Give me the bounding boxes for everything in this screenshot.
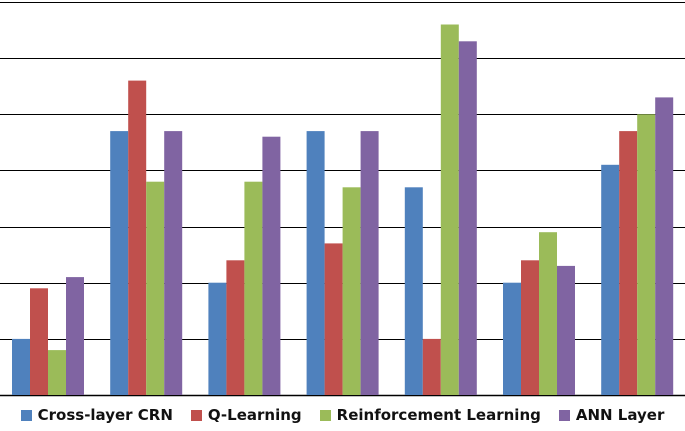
- bars: [12, 24, 674, 396]
- legend-item-ann-layer: ANN Layer: [558, 406, 665, 424]
- bar-q-learning-group-7: [619, 131, 638, 395]
- legend-label: Reinforcement Learning: [336, 406, 541, 424]
- bar-cross-layer-crn-group-1: [12, 338, 30, 395]
- bar-cross-layer-crn-group-3: [208, 282, 227, 395]
- bar-q-learning-group-1: [30, 288, 48, 395]
- legend-item-cross-layer-crn: Cross-layer CRN: [20, 406, 173, 424]
- legend: Cross-layer CRN Q-Learning Reinforcement…: [0, 403, 685, 427]
- bar-reinforcement-learning-group-4: [342, 187, 361, 395]
- bar-ann-layer-group-1: [66, 277, 84, 395]
- bar-reinforcement-learning-group-5: [440, 24, 459, 395]
- bar-q-learning-group-2: [128, 80, 147, 395]
- bar-cross-layer-crn-group-6: [503, 282, 521, 395]
- legend-label: ANN Layer: [575, 406, 665, 424]
- legend-swatch: [319, 409, 331, 421]
- legend-swatch: [558, 409, 570, 421]
- bar-cross-layer-crn-group-4: [306, 131, 325, 395]
- bar-q-learning-group-6: [521, 260, 539, 395]
- bar-ann-layer-group-5: [458, 41, 477, 396]
- bar-reinforcement-learning-group-2: [146, 181, 165, 395]
- bar-ann-layer-group-3: [262, 136, 281, 395]
- bar-ann-layer-group-7: [655, 97, 674, 396]
- legend-label: Q-Learning: [207, 406, 302, 424]
- bar-ann-layer-group-6: [557, 265, 575, 395]
- bar-reinforcement-learning-group-1: [48, 350, 66, 395]
- bar-q-learning-group-3: [226, 260, 245, 395]
- bar-cross-layer-crn-group-7: [601, 164, 620, 395]
- bar-cross-layer-crn-group-5: [404, 187, 423, 395]
- legend-label: Cross-layer CRN: [37, 406, 173, 424]
- bar-ann-layer-group-2: [164, 131, 183, 395]
- legend-item-q-learning: Q-Learning: [190, 406, 302, 424]
- bar-reinforcement-learning-group-3: [244, 181, 263, 395]
- bar-q-learning-group-5: [422, 338, 441, 395]
- bar-cross-layer-crn-group-2: [110, 131, 129, 395]
- legend-item-reinforcement-learning: Reinforcement Learning: [319, 406, 541, 424]
- bar-reinforcement-learning-group-6: [539, 232, 557, 395]
- bar-reinforcement-learning-group-7: [637, 114, 656, 396]
- bar-q-learning-group-4: [324, 243, 343, 395]
- bar-ann-layer-group-4: [360, 131, 379, 395]
- legend-swatch: [20, 409, 32, 421]
- legend-swatch: [190, 409, 202, 421]
